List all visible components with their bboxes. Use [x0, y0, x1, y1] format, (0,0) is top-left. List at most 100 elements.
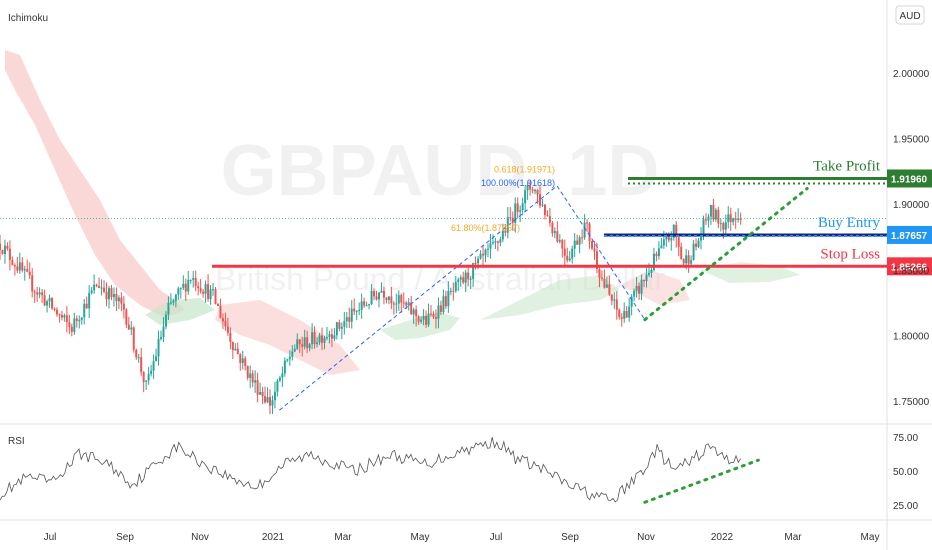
- candle-body: [167, 302, 170, 315]
- candle-body: [452, 290, 455, 292]
- stop-loss-label: Stop Loss: [820, 246, 880, 262]
- candle-body: [6, 245, 9, 249]
- candle-body: [308, 344, 311, 349]
- time-tick-label: May: [411, 532, 430, 543]
- candle-body: [273, 391, 276, 401]
- candle-body: [135, 349, 138, 358]
- candle-body: [509, 217, 512, 219]
- candle-body: [541, 204, 544, 206]
- candle-body: [157, 338, 160, 357]
- candle-body: [18, 262, 21, 271]
- time-tick-label: Mar: [784, 532, 802, 543]
- candle-body: [137, 357, 140, 359]
- candle-body: [672, 224, 675, 239]
- candle-body: [420, 319, 423, 322]
- candle-body: [581, 237, 584, 239]
- candle-body: [598, 268, 601, 278]
- candle-body: [385, 297, 388, 300]
- candle-body: [365, 305, 368, 307]
- candle-body: [368, 304, 371, 306]
- take-profit-price-tag: [887, 169, 932, 188]
- candle-body: [0, 243, 1, 250]
- candle-body: [457, 279, 460, 282]
- candle-body: [269, 397, 272, 406]
- candle-body: [278, 377, 281, 381]
- candle-body: [415, 309, 418, 317]
- candle-body: [667, 236, 670, 241]
- candle-body: [729, 214, 732, 223]
- candle-body: [521, 203, 524, 211]
- candle-body: [625, 310, 628, 318]
- candle-body: [700, 235, 703, 241]
- candle-body: [219, 305, 222, 319]
- time-axis[interactable]: Jul Sep Nov 2021 Mar May Jul Sep Nov 2022 Mar May: [44, 532, 880, 543]
- price-support-trendline[interactable]: [643, 186, 809, 322]
- trendlines[interactable]: [643, 186, 809, 322]
- candle-body: [107, 288, 110, 300]
- candle-body: [630, 296, 633, 307]
- rsi-pane-title[interactable]: RSI: [8, 436, 25, 447]
- candle-body: [531, 189, 534, 191]
- candle-body: [330, 334, 333, 339]
- currency-button-label: AUD: [899, 11, 920, 22]
- candle-body: [264, 396, 267, 403]
- candle-body: [608, 284, 611, 295]
- candle-body: [697, 240, 700, 247]
- candle-body: [474, 262, 477, 264]
- candle-body: [494, 241, 497, 243]
- candle-body: [276, 380, 279, 392]
- candle-body: [724, 222, 727, 230]
- candle-body: [722, 223, 725, 230]
- currency-button[interactable]: AUD: [895, 5, 925, 25]
- candle-body: [216, 303, 219, 306]
- candle-body: [303, 337, 306, 347]
- ichimoku-cloud-green-2: [380, 312, 460, 340]
- time-tick-label: Jul: [44, 532, 57, 543]
- rsi-trendline[interactable]: [643, 458, 760, 504]
- time-tick-label: Nov: [637, 532, 655, 543]
- candle-body: [543, 204, 546, 216]
- ichimoku-cloud-red-2: [215, 300, 360, 375]
- candle-body: [177, 288, 180, 295]
- rsi-line: [0, 437, 741, 503]
- price-axis[interactable]: 2.00000 1.95000 1.90000 1.85000 1.80000 1.750…: [893, 69, 930, 408]
- fib-zigzag[interactable]: [279, 185, 646, 411]
- candle-body: [8, 248, 11, 261]
- candle-body: [501, 230, 504, 240]
- candle-body: [496, 241, 499, 243]
- rsi-axis[interactable]: 75.00 50.00 25.00: [893, 433, 918, 512]
- candle-body: [221, 318, 224, 322]
- candle-body: [546, 215, 549, 217]
- candle-body: [665, 236, 668, 240]
- rsi-pane: [0, 437, 760, 504]
- candle-body: [447, 290, 450, 307]
- candle-body: [628, 306, 631, 318]
- fib-level-label: 0.618(1.91971): [494, 164, 555, 174]
- time-tick-label: Sep: [116, 532, 134, 543]
- candle-body: [588, 223, 591, 242]
- trade-levels[interactable]: Take Profit 1.91960 Buy Entry 1.87657 Stop L…: [212, 158, 932, 276]
- candle-body: [695, 243, 698, 247]
- candle-body: [370, 290, 373, 305]
- candle-body: [55, 309, 58, 315]
- candle-body: [576, 240, 579, 245]
- candle-body: [449, 290, 452, 292]
- candle-body: [313, 332, 316, 345]
- indicator-label[interactable]: Ichimoku: [8, 13, 48, 24]
- candle-body: [316, 342, 319, 345]
- candle-body: [16, 266, 19, 271]
- candle-body: [328, 334, 331, 338]
- candle-body: [363, 301, 366, 306]
- candle-body: [296, 339, 299, 349]
- candle-body: [172, 300, 175, 303]
- candle-body: [660, 245, 663, 249]
- candle-body: [640, 279, 643, 294]
- candle-body: [70, 326, 73, 332]
- candle-body: [358, 309, 361, 311]
- candle-body: [434, 317, 437, 319]
- fib-zigzag-line[interactable]: [279, 185, 646, 411]
- candle-body: [286, 359, 289, 361]
- candle-body: [78, 320, 81, 322]
- stop-loss-price-value: 1.85266: [891, 262, 928, 273]
